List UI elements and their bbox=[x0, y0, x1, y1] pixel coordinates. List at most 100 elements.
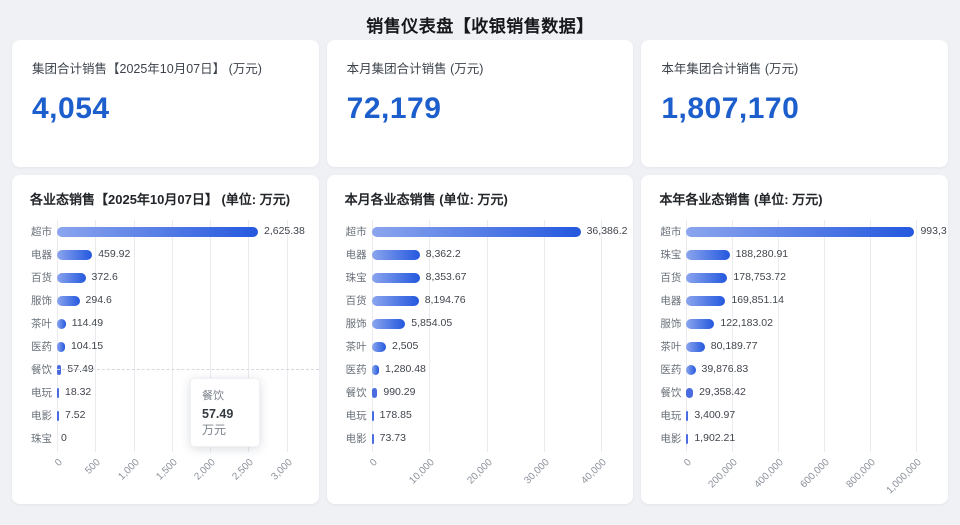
bar[interactable] bbox=[686, 387, 694, 398]
value-label: 459.92 bbox=[98, 248, 131, 260]
bar[interactable] bbox=[57, 410, 59, 421]
chart-card-row: 各业态销售【2025年10月07日】 (单位: 万元) 超市 2,625.38 电器… bbox=[0, 175, 960, 504]
bar[interactable] bbox=[686, 318, 715, 329]
x-axis: 0 10,000 20,000 30,000 40,000 bbox=[368, 452, 609, 496]
bar-row: 医药 104.15 bbox=[28, 335, 313, 358]
bar[interactable] bbox=[686, 295, 726, 306]
bar-row: 电器 459.92 bbox=[28, 243, 313, 266]
category-label: 百货 bbox=[31, 272, 52, 284]
category-label: 电影 bbox=[345, 433, 367, 445]
bar[interactable] bbox=[371, 272, 420, 283]
bar-row: 服饰 122,183.02 bbox=[657, 312, 942, 335]
bar-row: 服饰 5,854.05 bbox=[343, 312, 628, 335]
category-label: 电影 bbox=[660, 433, 682, 445]
category-label: 百货 bbox=[345, 295, 367, 307]
bar[interactable] bbox=[686, 364, 696, 375]
value-label: 294.6 bbox=[85, 294, 112, 306]
value-label: 1,902.21 bbox=[694, 432, 736, 444]
bar[interactable] bbox=[686, 433, 689, 444]
kpi-label: 本年集团合计销售 (万元) bbox=[661, 62, 799, 76]
category-label: 医药 bbox=[345, 364, 367, 376]
bar-track: 8,194.76 bbox=[371, 289, 602, 312]
bar-track: 1,280.48 bbox=[371, 358, 602, 381]
x-tick-label: 1,000 bbox=[115, 457, 142, 483]
bar[interactable] bbox=[57, 295, 80, 306]
grid-lines bbox=[57, 220, 288, 452]
value-label: 36,386.2 bbox=[586, 225, 628, 237]
bar-row: 茶叶 114.49 bbox=[28, 312, 313, 335]
x-tick-label: 200,000 bbox=[706, 457, 741, 491]
category-label: 电影 bbox=[31, 410, 52, 422]
value-label: 169,851.14 bbox=[731, 294, 784, 306]
bar-track: 178,753.72 bbox=[686, 266, 916, 289]
bar[interactable] bbox=[371, 295, 419, 306]
chart-title: 本年各业态销售 (单位: 万元) bbox=[659, 192, 823, 207]
bar-track: 1,902.21 bbox=[686, 427, 916, 450]
bar[interactable] bbox=[686, 226, 915, 237]
bar-row: 电玩 18.32 bbox=[28, 381, 313, 404]
category-label: 服饰 bbox=[31, 295, 52, 307]
category-label: 珠宝 bbox=[345, 272, 367, 284]
bar[interactable] bbox=[57, 341, 65, 352]
bar[interactable] bbox=[57, 226, 258, 237]
value-label: 3,400.97 bbox=[694, 409, 736, 421]
bar-track: 372.6 bbox=[57, 266, 287, 289]
value-label: 73.73 bbox=[379, 432, 406, 444]
value-label: 8,353.67 bbox=[425, 271, 467, 283]
bar[interactable] bbox=[371, 364, 380, 375]
bar[interactable] bbox=[371, 341, 387, 352]
x-tick-label: 600,000 bbox=[798, 457, 832, 491]
chart-title: 本月各业态销售 (单位: 万元) bbox=[344, 192, 508, 207]
bar[interactable] bbox=[371, 410, 374, 421]
bar[interactable] bbox=[371, 318, 406, 329]
bar-row: 电器 8,362.2 bbox=[343, 243, 628, 266]
bar-row: 茶叶 2,505 bbox=[343, 335, 628, 358]
x-tick-label: 3,000 bbox=[268, 457, 295, 483]
category-label: 茶叶 bbox=[345, 341, 367, 353]
bar[interactable] bbox=[686, 249, 730, 260]
tooltip-category: 餐饮 bbox=[202, 390, 224, 402]
bar-track: 993,3 bbox=[686, 220, 947, 243]
value-label: 7.52 bbox=[65, 409, 86, 421]
category-label: 电器 bbox=[31, 249, 52, 261]
x-axis: 0 500 1,000 1,500 2,000 2,500 3,000 bbox=[53, 452, 294, 496]
value-label: 188,280.91 bbox=[735, 248, 789, 260]
bar-rows: 超市 993,3 珠宝 188,280.91 百货 178,753.72 电器 169,851… bbox=[657, 220, 947, 450]
category-label: 医药 bbox=[660, 364, 682, 376]
kpi-label: 本月集团合计销售 (万元) bbox=[346, 62, 484, 76]
bar[interactable] bbox=[371, 433, 374, 444]
x-tick-label: 30,000 bbox=[522, 457, 552, 487]
bar-track: 114.49 bbox=[57, 312, 287, 335]
bar-row: 珠宝 8,353.67 bbox=[343, 266, 628, 289]
category-label: 电玩 bbox=[31, 387, 52, 399]
bar[interactable] bbox=[686, 272, 728, 283]
bar[interactable] bbox=[57, 249, 93, 260]
category-label: 电器 bbox=[345, 249, 367, 261]
category-label: 电器 bbox=[660, 295, 682, 307]
bar-track: 8,353.67 bbox=[371, 266, 602, 289]
grid-lines bbox=[686, 220, 918, 452]
bar-chart: 超市 993,3 珠宝 188,280.91 百货 178,753.72 电器 169,851… bbox=[657, 220, 947, 500]
category-label: 电玩 bbox=[345, 410, 367, 422]
x-tick-label: 2,500 bbox=[230, 457, 257, 483]
bar[interactable] bbox=[686, 410, 689, 421]
value-label: 1,280.48 bbox=[385, 363, 426, 375]
bar[interactable] bbox=[57, 387, 59, 398]
bar-row: 茶叶 80,189.77 bbox=[657, 335, 942, 358]
bar[interactable] bbox=[371, 249, 420, 260]
bar[interactable] bbox=[371, 387, 378, 398]
bar-track: 990.29 bbox=[371, 381, 602, 404]
bar[interactable] bbox=[57, 272, 86, 283]
value-label: 8,194.76 bbox=[424, 294, 466, 306]
bar[interactable] bbox=[57, 318, 66, 329]
bar-track: 2,625.38 bbox=[57, 220, 305, 243]
category-label: 珠宝 bbox=[31, 433, 52, 445]
value-label: 178.85 bbox=[379, 409, 412, 421]
bar[interactable] bbox=[371, 226, 581, 237]
bar-row: 餐饮 29,358.42 bbox=[657, 381, 942, 404]
bar-track: 188,280.91 bbox=[686, 243, 916, 266]
bar-row: 珠宝 0 bbox=[28, 427, 313, 450]
value-label: 29,358.42 bbox=[699, 386, 746, 398]
bar[interactable] bbox=[686, 341, 705, 352]
bar-track: 5,854.05 bbox=[371, 312, 602, 335]
